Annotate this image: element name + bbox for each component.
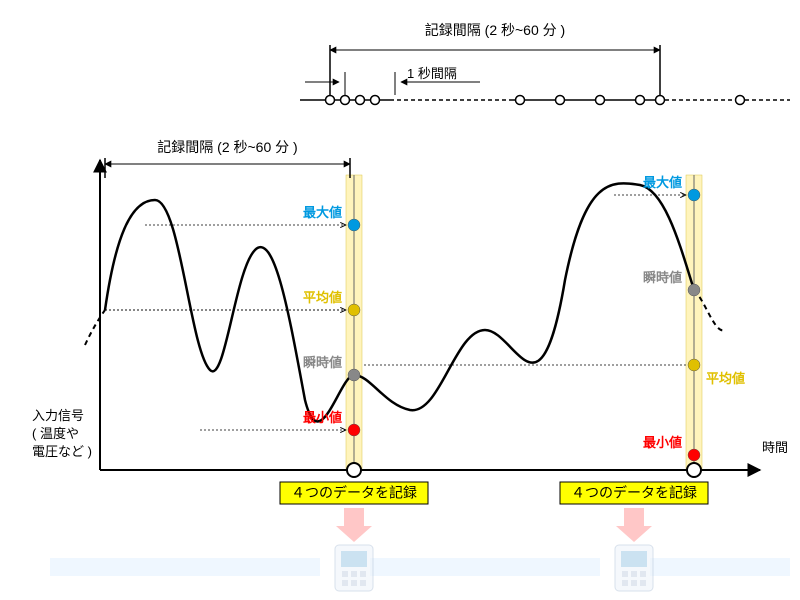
min1-point [348,424,360,436]
inst1-label: 瞬時値 [303,355,342,370]
time-label: 時間 [762,440,788,455]
max2-label: 最大値 [643,175,682,190]
record-box-label: ４つのデータを記録 [291,485,417,501]
down-arrow-icon [616,508,652,542]
avg1-label: 平均値 [303,290,342,305]
device-strip [50,558,320,576]
max1-label: 最大値 [303,205,342,220]
inst2-point [688,284,700,296]
device-strip [370,558,600,576]
top-onesec-label: 1 秒間隔 [407,66,457,81]
input-label: 入力信号 [32,408,84,423]
record-box-label: ４つのデータを記録 [571,485,697,501]
main-interval-label: 記録間隔 (2 秒~60 分 ) [157,139,297,155]
input-label: ( 温度や [32,426,79,441]
max2-point [688,189,700,201]
avg2-point [688,359,700,371]
avg1-point [348,304,360,316]
top-interval-label: 記録間隔 (2 秒~60 分 ) [425,22,565,38]
avg2-label: 平均値 [706,371,745,386]
signal-curve [105,183,694,421]
interval-marker [687,463,701,477]
inst2-label: 瞬時値 [643,270,682,285]
min2-point [688,449,700,461]
inst1-point [348,369,360,381]
interval-marker [347,463,361,477]
device-strip [650,558,790,576]
max1-point [348,219,360,231]
min2-label: 最小値 [643,435,682,450]
input-label: 電圧など ) [32,444,92,459]
down-arrow-icon [336,508,372,542]
min1-label: 最小値 [303,410,342,425]
